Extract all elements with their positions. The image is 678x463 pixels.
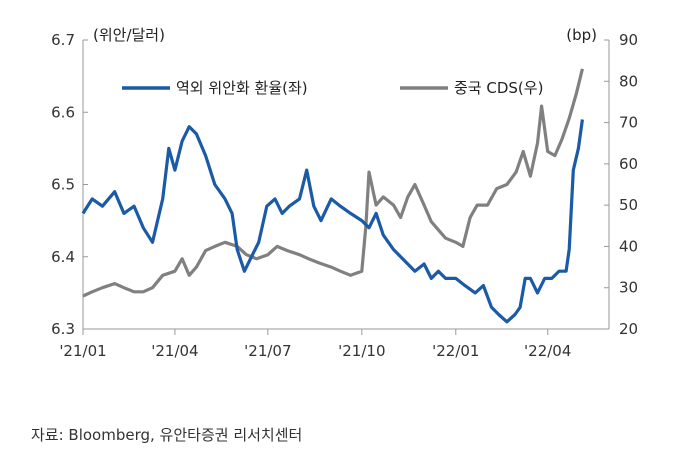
axes: 6.3 6.4 6.5 6.6 6.7 20 30 40 50 60 70 80 90 '21/01 '21… [51, 31, 638, 360]
series-lines [81, 68, 584, 324]
x-tick-label: '21/10 [338, 342, 385, 360]
left-tick-label: 6.6 [51, 103, 75, 121]
cnh-exchange-rate-line [81, 119, 584, 324]
source-note: 자료: Bloomberg, 유안타증권 리서치센터 [31, 426, 303, 444]
left-tick-label: 6.4 [51, 248, 75, 266]
legend: 역외 위안화 환율(좌) 중국 CDS(우) [122, 79, 543, 97]
right-tick-label: 30 [619, 279, 638, 297]
x-tick-label: '21/07 [244, 342, 291, 360]
right-axis-unit-label: (bp) [566, 26, 597, 44]
china-cds-line [82, 68, 584, 298]
left-axis-unit-label: (위안/달러) [93, 26, 165, 44]
left-tick-label: 6.5 [51, 176, 75, 194]
right-tick-label: 40 [619, 237, 638, 255]
legend-label-cds: 중국 CDS(우) [454, 79, 543, 97]
right-tick-label: 90 [619, 31, 638, 49]
x-tick-label: '21/01 [59, 342, 106, 360]
x-tick-label: '22/04 [524, 342, 571, 360]
left-tick-label: 6.3 [51, 320, 75, 338]
right-tick-label: 60 [619, 155, 638, 173]
right-tick-label: 80 [619, 72, 638, 90]
left-tick-label: 6.7 [51, 31, 75, 49]
axis-labels: (위안/달러) (bp) [93, 26, 597, 44]
right-tick-label: 70 [619, 114, 638, 132]
legend-label-cnh: 역외 위안화 환율(좌) [176, 79, 308, 97]
x-tick-label: '22/01 [432, 342, 479, 360]
x-tick-label: '21/04 [151, 342, 198, 360]
right-tick-label: 50 [619, 196, 638, 214]
right-tick-label: 20 [619, 320, 638, 338]
